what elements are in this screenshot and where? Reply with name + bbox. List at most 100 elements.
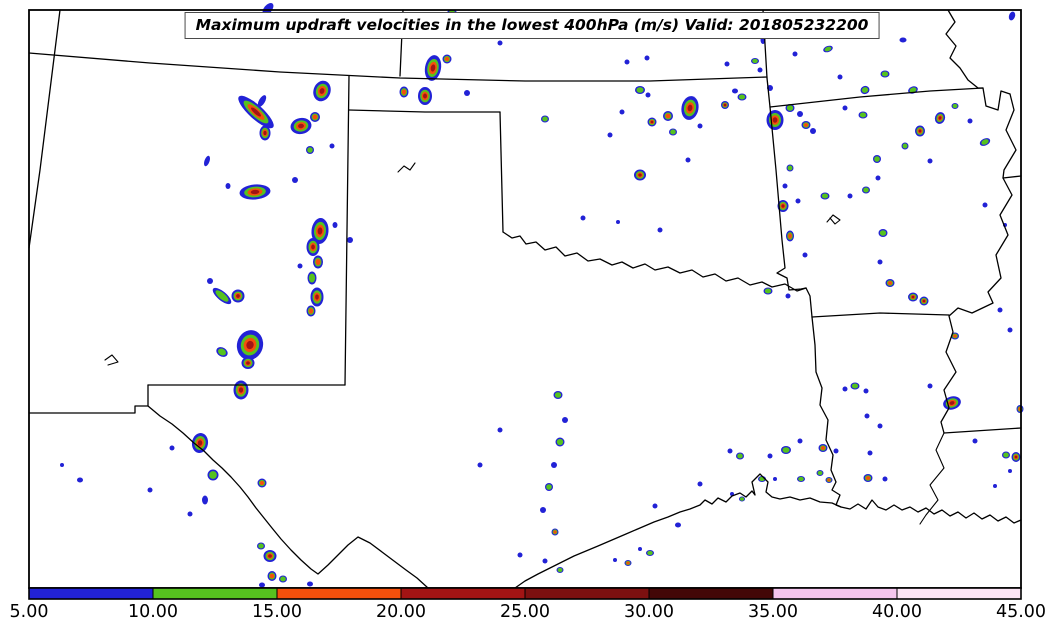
storm-cell xyxy=(257,542,265,550)
storm-cell xyxy=(797,438,803,444)
storm-cell xyxy=(347,237,353,243)
storm-cell xyxy=(979,138,991,146)
colorbar-segment xyxy=(153,588,277,599)
colorbar-tick-label: 40.00 xyxy=(872,602,922,622)
storm-cell xyxy=(763,287,773,295)
storm-cell xyxy=(60,463,64,467)
storm-cell xyxy=(624,560,632,566)
storm-cell xyxy=(553,391,563,399)
nm-river-squiggle xyxy=(104,354,119,366)
storm-cell xyxy=(842,105,848,111)
storm-cell xyxy=(77,477,83,483)
state-border-ar-ms xyxy=(940,93,1017,434)
storm-cell xyxy=(1007,327,1013,333)
storm-cell xyxy=(313,255,323,269)
storm-cell xyxy=(310,112,320,122)
storm-cell xyxy=(757,67,763,73)
storm-cell xyxy=(311,218,329,244)
border-mexico-nm xyxy=(28,384,149,414)
storm-cell xyxy=(669,128,677,136)
storm-cell xyxy=(927,158,933,164)
storm-cell xyxy=(767,453,773,459)
storm-cell xyxy=(867,450,873,456)
storm-cell xyxy=(313,80,331,102)
storm-cell xyxy=(203,155,211,167)
storm-cell xyxy=(792,51,798,57)
storm-cell xyxy=(635,86,645,94)
storm-cell xyxy=(786,164,794,172)
storm-cell xyxy=(238,95,274,129)
canadian-river-squiggle xyxy=(397,162,416,173)
storm-cell xyxy=(1008,469,1012,473)
storm-cell xyxy=(551,462,557,468)
storm-cell xyxy=(785,104,795,112)
storm-cell xyxy=(781,446,791,454)
state-border-37n xyxy=(28,52,768,82)
storm-cell xyxy=(216,347,228,357)
storm-cell xyxy=(638,547,642,551)
storm-cell xyxy=(797,476,805,482)
storm-cell xyxy=(306,305,316,317)
storm-cell xyxy=(877,259,883,265)
storm-cell xyxy=(842,386,848,392)
storm-cell xyxy=(899,37,907,43)
storm-cell xyxy=(675,522,681,528)
storm-cell xyxy=(207,469,219,481)
storm-cell xyxy=(147,487,153,493)
storm-cell xyxy=(556,567,564,573)
storm-cell xyxy=(306,238,320,256)
state-border-mo-ar xyxy=(769,87,1011,111)
storm-cell xyxy=(877,423,883,429)
state-border-red-river xyxy=(502,231,807,292)
arkansas-river-squiggle xyxy=(826,214,841,225)
storm-cell xyxy=(279,575,287,583)
storm-cell xyxy=(818,444,828,452)
storm-cell xyxy=(739,496,745,502)
storm-cell xyxy=(951,103,959,109)
storm-cell xyxy=(644,55,650,61)
storm-cell xyxy=(873,155,881,163)
storm-cell xyxy=(290,117,312,135)
storm-cell xyxy=(833,448,839,454)
storm-cell xyxy=(802,252,808,258)
state-border-tx-ar xyxy=(805,287,813,318)
storm-cell xyxy=(477,462,483,468)
colorbar-tick-label: 45.00 xyxy=(996,602,1046,622)
colorbar xyxy=(28,587,1022,600)
gulf-coastline xyxy=(514,473,1022,589)
storm-cell xyxy=(202,495,208,505)
map-frame xyxy=(28,9,1022,589)
storm-cell xyxy=(850,382,860,390)
colorbar-segment xyxy=(773,588,897,599)
storm-cell xyxy=(860,85,870,95)
storm-cell xyxy=(646,550,654,556)
storm-cell xyxy=(823,45,833,53)
storm-cell xyxy=(863,474,873,482)
storm-cell xyxy=(785,293,791,299)
storm-cell xyxy=(236,330,264,360)
storm-cell xyxy=(310,287,324,307)
storm-cell xyxy=(837,74,843,80)
storm-cell xyxy=(858,111,868,119)
storm-cell xyxy=(292,177,298,183)
storm-cell xyxy=(727,448,733,454)
storm-cell xyxy=(882,476,888,482)
storm-cell xyxy=(297,263,303,269)
state-border-la-ms xyxy=(943,427,1022,434)
storm-cell xyxy=(497,427,503,433)
colorbar-tick-label: 10.00 xyxy=(128,602,178,622)
storm-cell xyxy=(724,61,730,67)
storm-cell xyxy=(541,115,549,123)
state-border-nm-tx xyxy=(344,75,350,386)
storm-cell xyxy=(259,582,265,588)
storm-cell xyxy=(562,417,568,423)
storm-cell xyxy=(697,123,703,129)
storm-cell xyxy=(951,332,959,340)
storm-cell xyxy=(927,383,933,389)
storm-cell xyxy=(810,128,816,134)
storm-cell xyxy=(786,230,794,242)
storm-cell xyxy=(681,96,699,120)
storm-cell xyxy=(721,101,729,109)
colorbar-segment xyxy=(525,588,649,599)
storm-cell xyxy=(685,157,691,163)
